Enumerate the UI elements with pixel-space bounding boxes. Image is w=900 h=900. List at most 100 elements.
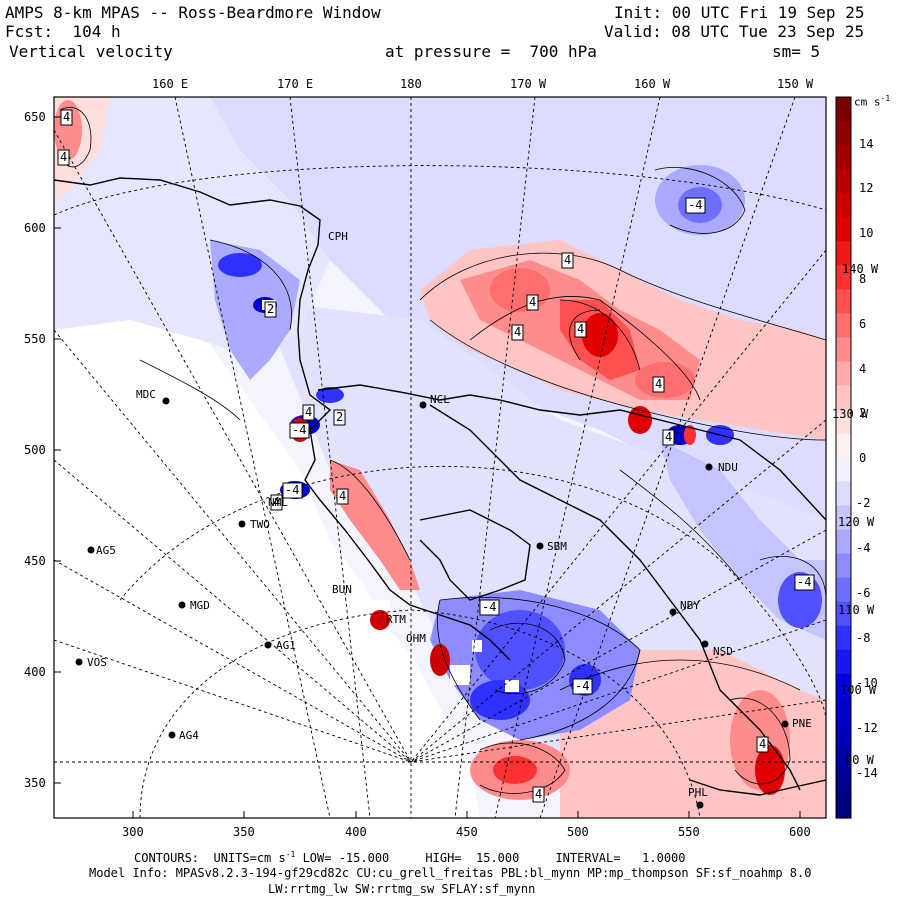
y-tick-label: 350: [24, 776, 46, 790]
colorbar-label: -12: [856, 721, 878, 735]
station-label-nsd: NSD: [713, 645, 733, 658]
colorbar-segment: [836, 361, 851, 386]
colorbar-segment: [836, 433, 851, 459]
colorbar-frame: [835, 96, 852, 819]
init-time: Init: 00 UTC Fri 19 Sep 25: [614, 3, 865, 22]
colorbar-label: -10: [856, 676, 878, 690]
lon-label: 170 E: [277, 77, 314, 91]
model-info-2: LW:rrtmg_lw SW:rrtmg_sw SFLAY:sf_mynn: [268, 882, 536, 896]
colorbar-segment: [836, 409, 851, 435]
colorbar-segment: [836, 289, 851, 314]
contour-value: 4: [60, 150, 68, 164]
lon-label: 180: [400, 77, 422, 91]
colorbar-segment: [836, 505, 851, 531]
map-frame: [53, 96, 827, 819]
colorbar-segment: [836, 97, 851, 122]
colorbar-segment: [836, 673, 851, 699]
contour-value: 4: [529, 295, 537, 309]
field-name: Vertical velocity: [9, 42, 173, 61]
lon-label: 160 E: [152, 77, 189, 91]
x-tick-label: 450: [456, 825, 478, 839]
station-label-rtm: RTM: [386, 613, 406, 626]
contour-value: 2: [336, 410, 344, 424]
station-label-ag4: AG4: [179, 729, 199, 742]
colorbar-label: 14: [859, 137, 874, 151]
colorbar-segment: [836, 241, 851, 266]
forecast-hour: Fcst: 104 h: [5, 22, 121, 41]
colorbar-segment: [836, 313, 851, 338]
contour-value: -4: [688, 198, 703, 212]
colorbar-label: 8: [859, 272, 867, 286]
contour-value: 4: [305, 405, 313, 419]
colorbar-label: 12: [859, 181, 874, 195]
colorbar-segment: [836, 121, 851, 146]
station-label-cph: CPH: [328, 230, 348, 243]
contour-value: 4: [759, 737, 767, 751]
colorbar-segment: [836, 793, 851, 819]
colorbar-segment: [836, 337, 851, 362]
coastline: [54, 177, 826, 796]
colorbar-segment: [836, 385, 851, 411]
side-lon-label: 100 W: [840, 683, 877, 697]
station-label-sbm: SBM: [547, 540, 567, 553]
colorbar-label: -6: [856, 586, 871, 600]
x-tick-label: 350: [233, 825, 255, 839]
station-label-ag5: AG5: [96, 544, 116, 557]
colorbar-segment: [836, 769, 851, 795]
station-label-two: TWO: [250, 518, 270, 531]
lon-label: 170 W: [510, 77, 547, 91]
station-label-ag1: AG1: [276, 639, 296, 652]
contour-value: 4: [655, 377, 663, 391]
station-label-mdc: MDC: [136, 388, 156, 401]
x-tick-label: 400: [345, 825, 367, 839]
y-tick-label: 450: [24, 554, 46, 568]
side-lon-label: 120 W: [838, 515, 875, 529]
x-tick-label: 550: [678, 825, 700, 839]
side-lon-label: 90 W: [845, 753, 874, 767]
station-label-nby: NBY: [680, 599, 700, 612]
side-lon-label: 130 W: [832, 407, 869, 421]
x-tick-label: 300: [122, 825, 144, 839]
x-tick-label: 500: [567, 825, 589, 839]
side-lon-label: 110 W: [838, 603, 875, 617]
smoothing: sm= 5: [772, 42, 821, 61]
colorbar-label: 6: [859, 317, 867, 331]
colorbar-segment: [836, 577, 851, 603]
colorbar-unit: cm s-1: [854, 94, 891, 109]
colorbar-segment: [836, 697, 851, 723]
colorbar-label: -14: [856, 766, 878, 780]
station-label-mgd: MGD: [190, 599, 210, 612]
colorbar-segment: [836, 745, 851, 771]
colorbar-segment: [836, 721, 851, 747]
colorbar-segment: [836, 265, 851, 290]
x-tick-label: 600: [789, 825, 811, 839]
contour-value: 4: [339, 489, 347, 503]
colorbar-segment: [836, 649, 851, 675]
contour-value: 4: [514, 325, 522, 339]
contour-value: 4: [577, 322, 585, 336]
y-tick-label: 650: [24, 110, 46, 124]
contour-value: 2: [267, 302, 275, 316]
station-label-phl: PHL: [688, 786, 708, 799]
colorbar-label: 4: [859, 362, 867, 376]
colorbar-label: 2: [859, 406, 867, 420]
lon-label: 150 W: [777, 77, 814, 91]
contour-label-boxes: [57, 109, 815, 803]
colorbar-label: -8: [856, 631, 871, 645]
pressure-level: at pressure = 700 hPa: [385, 42, 597, 61]
contour-value: 4: [63, 110, 71, 124]
station-label-ncl: NCL: [430, 393, 450, 406]
station-label-nml: NML: [268, 496, 288, 509]
colorbar-segment: [836, 481, 851, 507]
y-tick-label: 550: [24, 332, 46, 346]
y-tick-label: 600: [24, 221, 46, 235]
colorbar-label: -4: [856, 541, 871, 555]
contour-value: -4: [482, 600, 497, 614]
station-label-vos: VOS: [87, 656, 107, 669]
colorbar-segment: [836, 457, 851, 483]
colorbar-segment: [836, 553, 851, 579]
colorbar-label: 10: [859, 226, 874, 240]
station-markers: [75, 397, 789, 809]
contour-value: 4: [564, 253, 572, 267]
